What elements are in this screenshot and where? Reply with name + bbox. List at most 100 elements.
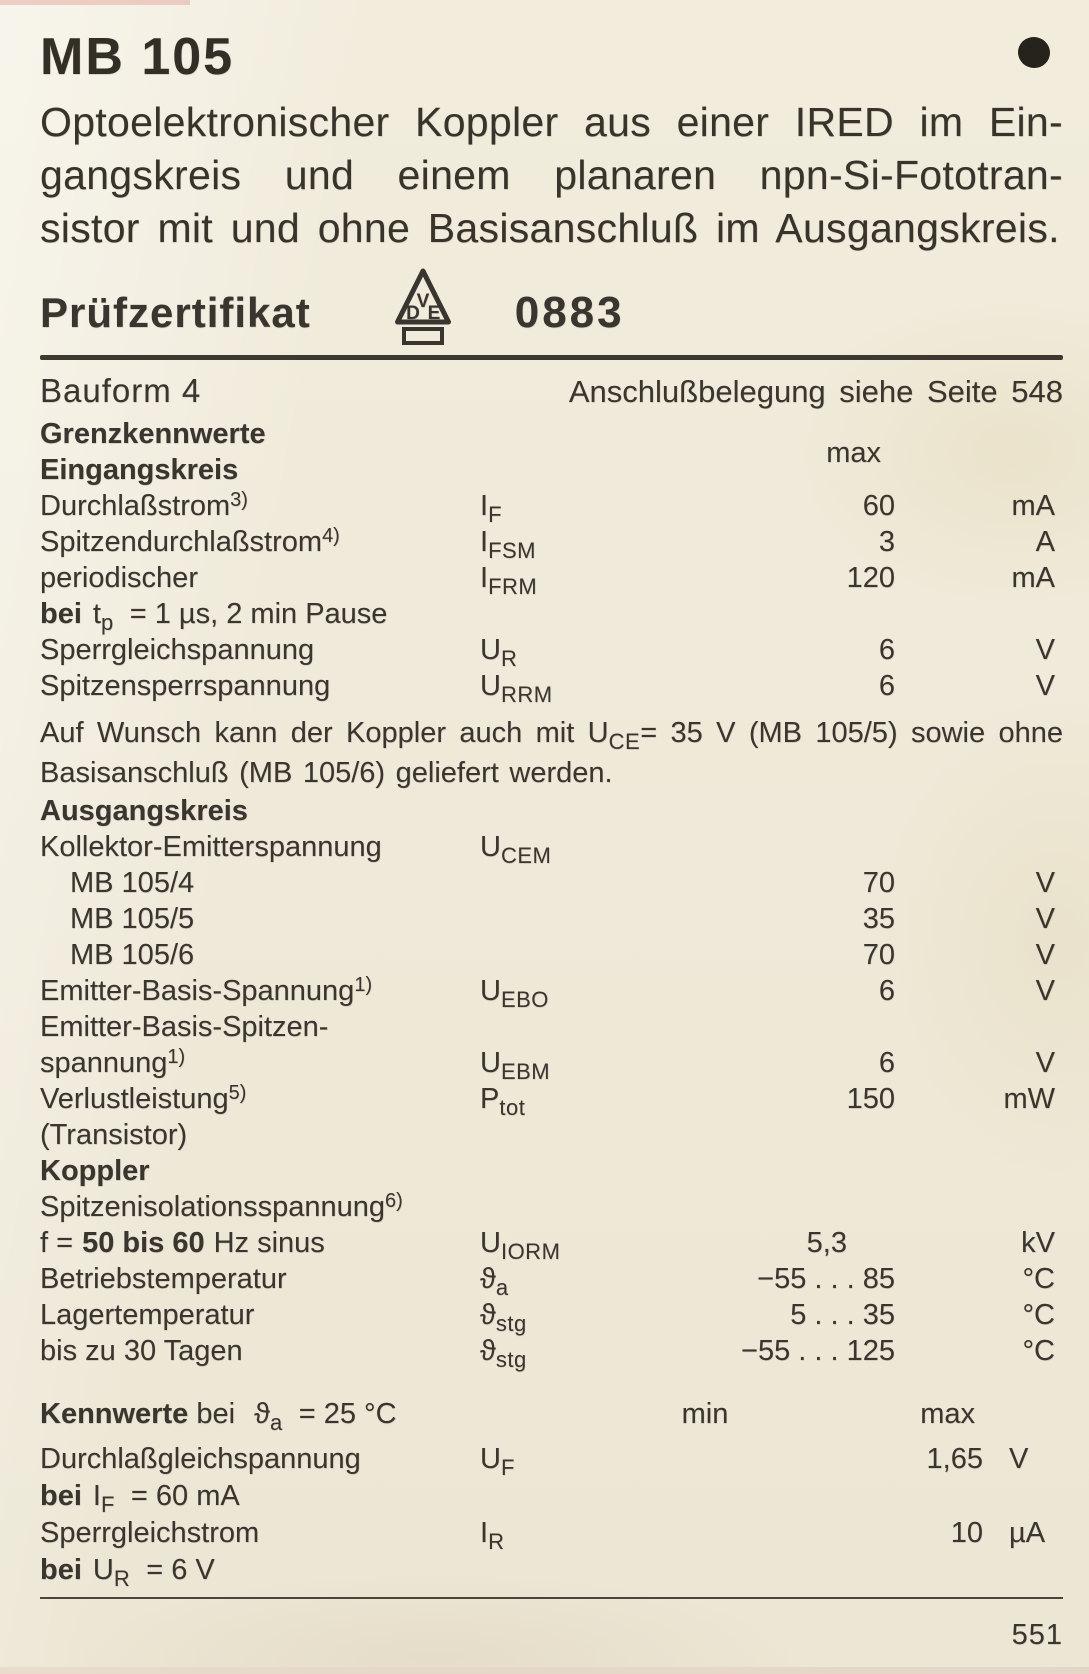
row-label: Verlustleistung xyxy=(40,1083,229,1115)
page-number: 551 xyxy=(1011,1619,1063,1651)
table-row: MB 105/4 70 V xyxy=(40,865,1063,901)
table-row: Emitter-Basis-Spitzen- xyxy=(40,1009,1063,1045)
footer-divider xyxy=(40,1597,1063,1599)
product-description: Optoelektronischer Koppler aus einer IRE… xyxy=(40,96,1063,255)
table-subsection-header: Eingangskreis xyxy=(40,452,1063,488)
row-label: Spitzendurchlaßstrom xyxy=(40,526,323,558)
row-label: Emitter-Basis-Spitzen- xyxy=(40,1011,329,1043)
row-value: 60 xyxy=(862,490,895,522)
row-value: 120 xyxy=(846,562,895,594)
condition-text: f = xyxy=(40,1227,74,1259)
row-value: 70 xyxy=(862,867,895,899)
row-label: Durchlaßgleichspannung xyxy=(40,1443,361,1475)
row-symbol: IFRM xyxy=(480,562,538,599)
row-unit: V xyxy=(1035,939,1055,971)
scan-edge-bottom xyxy=(0,1667,1089,1674)
row-symbol: IFSM xyxy=(480,526,537,563)
description-line: sistor mit und ohne Basisanschluß im Aus… xyxy=(40,205,1060,251)
condition-row: bei tp = 1 µs, 2 min Pause xyxy=(40,596,1063,635)
table-section-header: Grenzkennwerte max xyxy=(40,416,1063,469)
input-circuit-header: Eingangskreis xyxy=(40,454,239,486)
condition-symbol: tp xyxy=(92,598,114,635)
row-unit: mW xyxy=(1003,1083,1055,1115)
certificate-label: Prüfzertifikat xyxy=(40,289,311,336)
vde-letter-d: D xyxy=(406,303,420,324)
condition-text: = 60 mA xyxy=(130,1480,240,1512)
table-row: Kollektor-Emitterspannung UCEM xyxy=(40,829,1063,868)
pinout-reference: Anschlußbelegung siehe Seite 548 xyxy=(568,374,1063,409)
row-value: 35 xyxy=(862,903,895,935)
row-unit: °C xyxy=(1022,1263,1055,1295)
row-unit: mA xyxy=(1011,562,1056,594)
column-header-min: min xyxy=(681,1398,729,1430)
row-label: periodischer xyxy=(40,562,198,594)
row-label: Durchlaßstrom xyxy=(40,490,231,522)
condition-row: bei UR = 6 V xyxy=(40,1552,1063,1591)
row-max-value: 1,65 xyxy=(926,1443,983,1475)
footnote-marker: 3) xyxy=(230,489,248,511)
condition-text: = 6 V xyxy=(146,1554,215,1586)
section-divider xyxy=(40,355,1063,360)
condition-symbol: ϑa xyxy=(254,1398,283,1435)
characteristics-header: Kennwerte bei ϑa = 25 °C min max xyxy=(40,1395,1063,1435)
condition-symbol: IF xyxy=(92,1480,115,1517)
vde-letter-e: E xyxy=(427,303,440,324)
footnote-marker: 4) xyxy=(322,525,340,547)
row-label: Betriebstemperatur xyxy=(40,1263,287,1295)
footnote-marker: 1) xyxy=(354,974,373,996)
row-unit: mA xyxy=(1011,490,1056,522)
row-unit: V xyxy=(1035,867,1055,899)
row-value: 6 xyxy=(878,975,895,1007)
koppler-header: Koppler xyxy=(40,1155,150,1187)
row-value: 6 xyxy=(878,670,895,702)
condition-text: Hz sinus xyxy=(213,1227,325,1259)
table-row: f = 50 bis 60 Hz sinus UIORM 5,3 kV xyxy=(40,1225,1063,1264)
table-subsection-header: Ausgangskreis xyxy=(40,793,1063,829)
row-symbol: UR xyxy=(480,634,518,671)
row-unit: A xyxy=(1035,526,1055,558)
row-max-value: 10 xyxy=(950,1517,983,1549)
row-symbol: ϑstg xyxy=(480,1299,527,1336)
variant-label: MB 105/6 xyxy=(70,939,195,971)
row-label: bis zu 30 Tagen xyxy=(40,1335,243,1367)
row-label: Sperrgleichspannung xyxy=(40,634,315,666)
row-label: Sperrgleichstrom xyxy=(40,1517,260,1549)
row-value: 5,3 xyxy=(806,1227,847,1259)
row-label: Spitzenisolationsspannung xyxy=(40,1191,386,1223)
row-label: Lagertemperatur xyxy=(40,1299,255,1331)
row-unit: V xyxy=(1035,634,1055,666)
variant-label: MB 105/4 xyxy=(70,867,195,899)
table-row: Spitzensperrspannung URRM 6 V xyxy=(40,668,1063,707)
row-label: spannung xyxy=(40,1047,168,1079)
table-row: Betriebstemperatur ϑa −55 . . . 85 °C xyxy=(40,1261,1063,1300)
footnote-marker: 5) xyxy=(228,1082,247,1104)
column-header-max: max xyxy=(920,1398,975,1430)
condition-text: = 1 µs, 2 min Pause xyxy=(129,598,388,630)
table-row: Durchlaßstrom3) IF 60 mA xyxy=(40,488,1063,527)
table-row: Sperrgleichspannung UR 6 V xyxy=(40,632,1063,671)
row-unit: V xyxy=(1009,1443,1029,1475)
row-unit: kV xyxy=(1021,1227,1055,1259)
row-symbol: IR xyxy=(480,1517,505,1554)
row-label: (Transistor) xyxy=(40,1119,188,1151)
row-value: 150 xyxy=(846,1083,895,1115)
condition-prefix: bei xyxy=(40,1554,82,1586)
vde-logo-icon: V D E xyxy=(394,268,451,345)
row-value: 6 xyxy=(878,1047,895,1079)
row-value: −55 . . . 125 xyxy=(741,1335,895,1367)
row-label: Spitzensperrspannung xyxy=(40,670,331,702)
row-label: Kollektor-Emitterspannung xyxy=(40,831,382,863)
row-label: Emitter-Basis-Spannung xyxy=(40,975,355,1007)
row-unit: °C xyxy=(1022,1335,1055,1367)
note-text: Auf Wunsch kann der Koppler auch mit xyxy=(40,717,575,749)
condition-text: bei xyxy=(196,1398,236,1430)
row-value: 70 xyxy=(862,939,895,971)
table-row: Sperrgleichstrom IR 10 µA xyxy=(40,1515,1063,1554)
condition-prefix: bei xyxy=(40,598,82,630)
row-symbol: IF xyxy=(480,490,503,527)
table-row: bis zu 30 Tagen ϑstg −55 . . . 125 °C xyxy=(40,1333,1063,1372)
output-circuit-header: Ausgangskreis xyxy=(40,795,248,827)
table-row: Spitzenisolationsspannung6) xyxy=(40,1189,1063,1225)
row-symbol: Ptot xyxy=(480,1083,526,1120)
